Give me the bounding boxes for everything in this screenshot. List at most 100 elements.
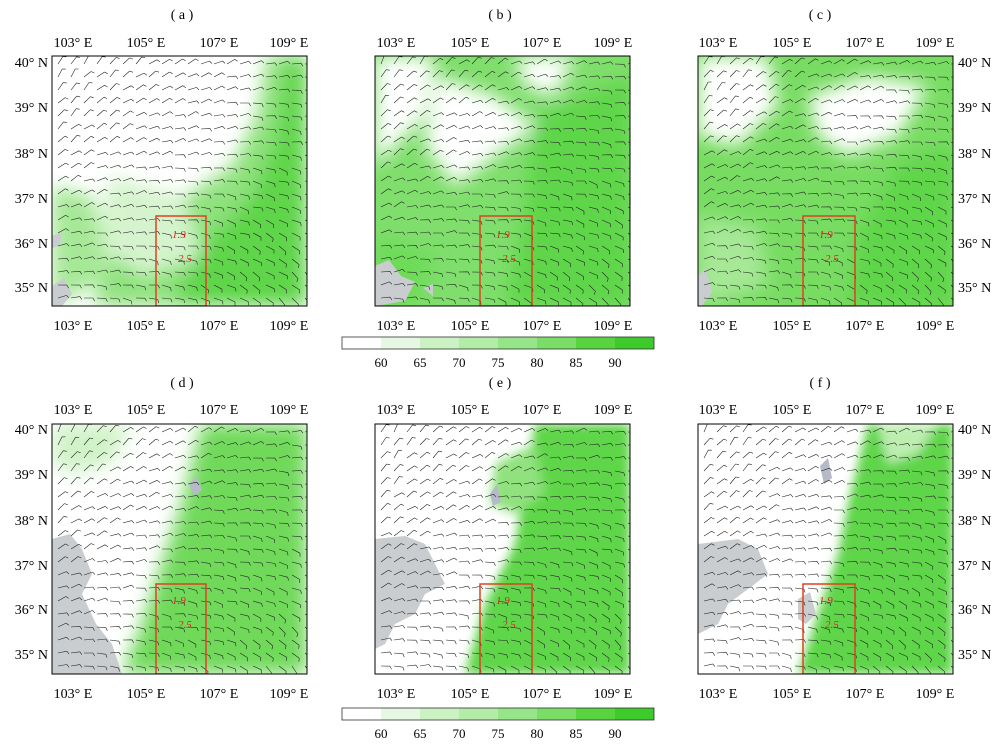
wind-barb	[406, 178, 419, 182]
wind-barb	[846, 85, 858, 91]
panel-f-lon-top-107: 107° E	[846, 403, 885, 418]
wind-barb	[549, 128, 561, 132]
wind-barb	[601, 271, 609, 282]
wind-barb	[510, 495, 523, 500]
wind-barb	[536, 219, 547, 227]
colorbar-bottom-seg-2	[420, 708, 459, 720]
wind-barb	[807, 58, 819, 65]
wind-barb	[562, 284, 571, 294]
wind-barb	[872, 509, 884, 514]
wind-barb	[200, 561, 212, 568]
wind-barb	[70, 529, 82, 537]
wind-barb	[807, 86, 820, 91]
wind-barb	[471, 205, 484, 209]
wind-barb	[510, 179, 523, 184]
colorbar-top-tick-80: 80	[531, 355, 544, 370]
wind-barb	[729, 570, 741, 576]
wind-barb	[833, 574, 845, 580]
wind-barb	[781, 151, 794, 156]
panel-f: ( f ) 103° E 105° E 107° E 109° E 1.9 2.…	[697, 376, 991, 702]
wind-barb	[601, 61, 614, 65]
wind-barb	[846, 483, 859, 487]
wind-barb	[742, 517, 754, 524]
wind-barb	[536, 521, 549, 525]
wind-barb	[872, 561, 883, 569]
wind-barb	[432, 176, 445, 182]
panel-b-box-label-1: 1.9	[496, 229, 510, 241]
wind-barb	[614, 496, 625, 503]
wind-barb	[510, 482, 523, 487]
wind-barb	[432, 438, 443, 446]
wind-barb	[57, 284, 69, 289]
wind-barb	[588, 180, 598, 189]
wind-barb	[122, 258, 135, 262]
wind-barb	[239, 87, 252, 91]
wind-barb	[484, 258, 496, 265]
wind-barb	[627, 219, 630, 222]
wind-barb	[419, 491, 431, 498]
wind-barb	[833, 453, 845, 459]
wind-barb	[703, 297, 715, 303]
wind-barb	[859, 284, 868, 294]
wind-barb	[510, 297, 520, 306]
wind-barb	[109, 122, 120, 130]
wind-barb	[703, 56, 713, 65]
panel-a-lon-bottom-105: 105° E	[127, 319, 166, 334]
wind-barb	[135, 494, 148, 498]
wind-barb	[549, 495, 562, 500]
wind-barb	[226, 297, 236, 306]
wind-barb	[885, 535, 897, 541]
wind-barb	[148, 491, 160, 498]
wind-barb	[380, 109, 391, 117]
wind-barb	[601, 297, 609, 306]
wind-barb	[432, 58, 444, 65]
wind-barb	[755, 218, 768, 222]
wind-barb	[781, 138, 794, 143]
wind-barb	[820, 258, 831, 266]
wind-barb	[380, 490, 391, 498]
wind-barb	[393, 598, 406, 602]
wind-barb	[200, 284, 209, 294]
wind-barb	[755, 665, 767, 670]
wind-barb	[885, 75, 898, 79]
wind-barb	[885, 613, 896, 620]
wind-barb	[703, 438, 714, 446]
wind-barb	[174, 508, 187, 512]
wind-barb	[445, 464, 457, 472]
wind-barb	[393, 652, 405, 658]
wind-barb	[703, 201, 715, 208]
wind-barb	[588, 482, 601, 486]
wind-barb	[265, 141, 277, 147]
wind-barb	[96, 572, 109, 576]
panel-a: ( a ) 103° E 105° E 107° E 109° E 40° N …	[15, 8, 309, 334]
wind-barb	[872, 665, 881, 674]
wind-barb	[265, 535, 275, 543]
wind-barb	[510, 71, 522, 78]
wind-barb	[937, 232, 947, 241]
wind-barb	[549, 75, 562, 79]
wind-barb	[562, 496, 575, 500]
wind-barb	[135, 245, 147, 250]
wind-barb	[187, 180, 199, 186]
wind-barb	[226, 126, 239, 130]
wind-barb	[601, 522, 612, 530]
wind-barb	[872, 245, 883, 252]
wind-barb	[742, 611, 755, 615]
wind-barb	[768, 425, 780, 433]
wind-barb	[924, 141, 936, 147]
wind-barb	[122, 532, 135, 537]
wind-barb	[161, 494, 174, 498]
wind-barb	[768, 164, 781, 169]
wind-barb	[135, 112, 148, 117]
wind-barb	[291, 483, 303, 488]
wind-barb	[833, 535, 845, 539]
wind-barb	[703, 449, 712, 459]
wind-barb	[213, 426, 225, 433]
wind-barb	[471, 548, 483, 552]
wind-barb	[213, 258, 224, 266]
wind-barb	[380, 532, 393, 537]
wind-barb	[510, 561, 522, 566]
wind-barb	[807, 573, 820, 577]
wind-barb	[872, 258, 882, 267]
wind-barb	[406, 110, 418, 117]
